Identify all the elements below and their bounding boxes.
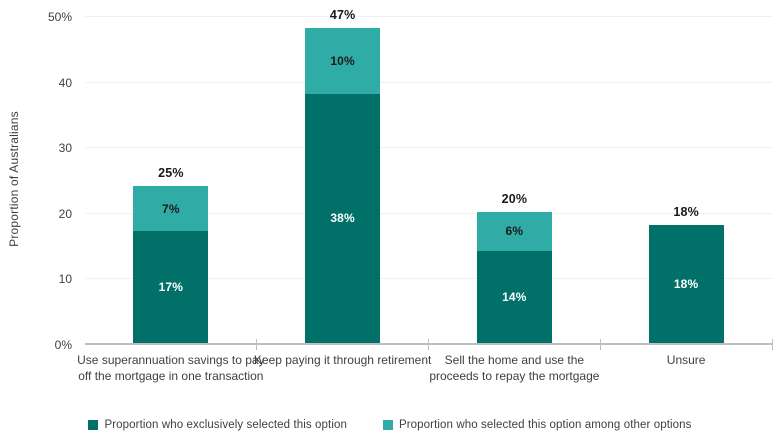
bar-total-label: 20%: [501, 191, 528, 206]
y-axis-labels: 0% 10 20 30 40 50%: [0, 0, 78, 360]
y-tick-label: 40: [58, 75, 72, 90]
bar-value-label: 14%: [502, 290, 527, 305]
bar-value-label: 6%: [505, 224, 524, 239]
x-category-label: Sell the home and use the proceeds to re…: [429, 353, 600, 383]
x-category-label: Keep paying it through retirement: [253, 353, 432, 367]
y-tick-label: 50%: [47, 10, 72, 24]
plot-area: 17% 7% 25% 38% 10% 47% 14% 6% 20% 18% 18%: [85, 0, 773, 350]
bar-value-label: 10%: [330, 53, 355, 68]
y-gridline: [85, 16, 772, 17]
x-axis-labels: Use superannuation savings to pay off th…: [77, 352, 772, 408]
bar-value-label: 18%: [673, 276, 699, 291]
y-gridline: [85, 278, 772, 280]
y-tick-label: 20: [58, 206, 72, 221]
bar-segment-exclusive: 14%: [476, 251, 552, 343]
bar-total-label: 47%: [329, 8, 356, 23]
legend-swatch-among: [382, 420, 393, 430]
x-axis-tick: [428, 339, 429, 350]
y-tick-label: 30: [58, 141, 72, 156]
y-gridline: [85, 212, 772, 214]
legend-label: Proportion who selected this option amon…: [398, 419, 692, 431]
legend: Proportion who exclusively selected this…: [0, 419, 780, 431]
bar-segment-exclusive: 17%: [133, 231, 209, 343]
x-axis-tick: [256, 339, 258, 350]
legend-swatch-exclusive: [88, 420, 99, 430]
bar-segment-among: 7%: [133, 185, 209, 232]
legend-item: Proportion who exclusively selected this…: [88, 419, 347, 431]
legend-item: Proportion who selected this option amon…: [382, 419, 692, 431]
bar-segment-exclusive: 38%: [305, 93, 381, 343]
x-category-label: Unsure: [666, 353, 706, 367]
bar-segment-exclusive: 18%: [648, 224, 724, 343]
y-tick-label: 10: [58, 272, 72, 287]
x-category-label: Use superannuation savings to pay off th…: [77, 353, 265, 383]
bar-value-label: 38%: [330, 211, 355, 226]
bar-value-label: 17%: [158, 280, 184, 295]
x-axis-tick: [599, 339, 601, 350]
bar-value-label: 7%: [162, 201, 180, 216]
y-tick-label: 0%: [54, 338, 72, 352]
bar-total-label: 25%: [158, 165, 184, 180]
bar-total-label: 18%: [673, 204, 699, 219]
legend-label: Proportion who exclusively selected this…: [104, 419, 347, 431]
y-gridline: [85, 147, 772, 149]
bar-segment-among: 10%: [305, 28, 381, 94]
y-gridline: [85, 81, 772, 83]
bar-segment-among: 6%: [476, 211, 552, 252]
x-axis-tick: [771, 339, 773, 350]
